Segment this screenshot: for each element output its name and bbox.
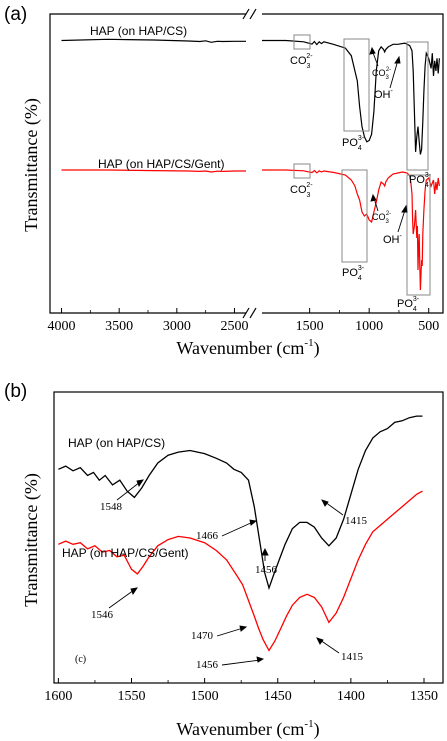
panel-a-tick-label-3000: 3000 bbox=[163, 319, 191, 334]
label-co3-top: CO32- bbox=[290, 53, 313, 70]
box-po4-bottom bbox=[341, 169, 368, 263]
panel-b-ylabel: Transmittance (%) bbox=[21, 473, 42, 607]
box-po4b-bottom bbox=[406, 174, 431, 296]
panel-a-series-line-1-right bbox=[262, 169, 440, 291]
axis-break-marks bbox=[242, 8, 257, 319]
panel-b-tick-label-1500: 1500 bbox=[191, 689, 219, 704]
box-po4b-top bbox=[406, 41, 429, 171]
panel-b-tick-label-1400: 1400 bbox=[337, 689, 365, 704]
peak-label-cs-1548: 1548 bbox=[100, 501, 123, 513]
panel-a-series-line-0-left bbox=[61, 38, 246, 43]
peak-label-gent-1456: 1456 bbox=[196, 659, 219, 671]
panel-a-series-line-1-left bbox=[61, 169, 246, 173]
peak-label-gent-1415: 1415 bbox=[341, 651, 364, 663]
peak-label-gent-1470: 1470 bbox=[191, 630, 214, 642]
peak-label-gent-1546: 1546 bbox=[91, 609, 114, 621]
panel-a-tick-label-2500: 2500 bbox=[220, 319, 248, 334]
panel-a-tick-label-1000: 1000 bbox=[355, 319, 383, 334]
box-po4-top bbox=[343, 38, 370, 132]
panel-a-series-name-gent: HAP (on HAP/CS/Gent) bbox=[98, 157, 225, 171]
label-po4b-bottom: PO43- bbox=[397, 296, 420, 313]
box-co3-bottom bbox=[293, 163, 311, 179]
label-po4-top: PO43- bbox=[342, 135, 365, 152]
panel-b-xlabel: Wavenumber (cm-1) bbox=[176, 718, 319, 740]
panel-b-series-name-cs: HAP (on HAP/CS) bbox=[68, 436, 165, 450]
label-co3-mid-bottom: CO32- bbox=[372, 211, 391, 225]
panel-b-frame bbox=[53, 391, 444, 684]
peak-label-cs-1456: 1456 bbox=[255, 564, 278, 576]
label-po4-bottom: PO43- bbox=[342, 265, 365, 282]
panel-b-tick-label-1350: 1350 bbox=[410, 689, 438, 704]
panel-a-x-ticks: 4000 3500 3000 2500 1500 1000 500 bbox=[48, 308, 439, 334]
panel-a-series-name-cs: HAP (on HAP/CS) bbox=[90, 24, 187, 38]
panel-b-tick-label-1450: 1450 bbox=[264, 689, 292, 704]
panel-a-tick-label-3500: 3500 bbox=[105, 319, 133, 334]
label-oh-bottom: OH- bbox=[383, 233, 403, 246]
panel-b-x-ticks: 1600 1550 1500 1450 1400 1350 bbox=[44, 678, 438, 704]
label-oh-top: OH- bbox=[374, 88, 394, 101]
panel-c-label: (c) bbox=[75, 654, 86, 665]
panel-a-arrows bbox=[369, 46, 408, 233]
panel-b-tick-label-1550: 1550 bbox=[118, 689, 146, 704]
panel-b-series-line-0 bbox=[58, 415, 423, 591]
label-po4b-top: PO43- bbox=[409, 172, 432, 189]
panel-a-tick-label-4000: 4000 bbox=[48, 319, 76, 334]
peak-label-cs-1415: 1415 bbox=[345, 515, 368, 527]
panel-b-series-line-1 bbox=[58, 490, 423, 652]
panel-b-tick-label-1600: 1600 bbox=[44, 689, 72, 704]
label-co3-bottom: CO32- bbox=[290, 182, 313, 199]
panel-a-label: (a) bbox=[4, 4, 27, 25]
peak-label-cs-1466: 1466 bbox=[196, 530, 219, 542]
panel-a-annotation-boxes bbox=[293, 34, 431, 296]
box-co3-top bbox=[293, 34, 311, 50]
panel-a-tick-label-1500: 1500 bbox=[296, 319, 324, 334]
panel-a-ylabel: Transmittance (%) bbox=[21, 98, 42, 232]
panel-b-label: (b) bbox=[4, 381, 27, 402]
panel-b-arrows bbox=[108, 479, 344, 666]
panel-a-tick-label-500: 500 bbox=[418, 319, 439, 334]
panel-a-series bbox=[61, 38, 440, 291]
panel-a-xlabel: Wavenumber (cm-1) bbox=[176, 337, 319, 359]
panel-b-series bbox=[58, 415, 423, 652]
panel-a-series-line-0-right bbox=[262, 39, 440, 155]
label-co3-mid-top: CO32- bbox=[372, 67, 391, 81]
panel-b-series-name-gent: HAP (on HAP/CS/Gent) bbox=[62, 546, 189, 560]
